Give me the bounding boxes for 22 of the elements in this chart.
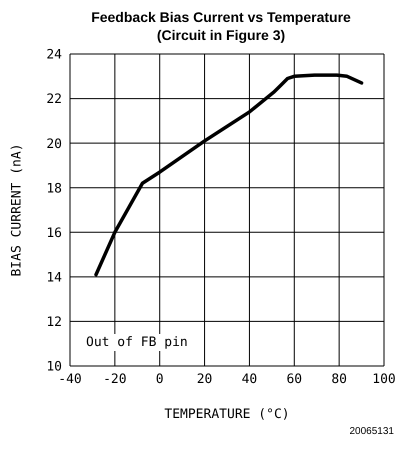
y-tick-label: 24: [46, 48, 62, 63]
y-tick-label: 16: [46, 226, 62, 241]
x-tick-label: 100: [372, 372, 396, 388]
chart-title: Feedback Bias Current vs Temperature: [90, 8, 352, 26]
chart-subtitle: (Circuit in Figure 3): [156, 26, 286, 44]
y-axis-title: BIAS CURRENT (nA): [10, 143, 25, 277]
x-tick-label: -20: [103, 372, 127, 388]
annotation: Out of FB pin: [82, 334, 192, 351]
x-axis-title: TEMPERATURE (°C): [164, 407, 290, 422]
y-tick-label: 10: [46, 360, 62, 375]
x-tick-label: 80: [331, 372, 347, 388]
y-tick-label: 12: [46, 315, 62, 330]
text: 20065131: [348, 426, 395, 437]
x-tick-label: 60: [286, 372, 302, 388]
x-tick-label: 20: [196, 372, 212, 388]
y-tick-label: 20: [46, 136, 62, 152]
y-tick-label: 18: [46, 181, 62, 196]
x-tick-label: 40: [242, 372, 258, 388]
x-tick-label: 0: [156, 372, 164, 388]
x-tick-label: -40: [58, 372, 82, 388]
y-tick-label: 14: [46, 270, 62, 286]
y-tick-label: 22: [46, 92, 62, 108]
